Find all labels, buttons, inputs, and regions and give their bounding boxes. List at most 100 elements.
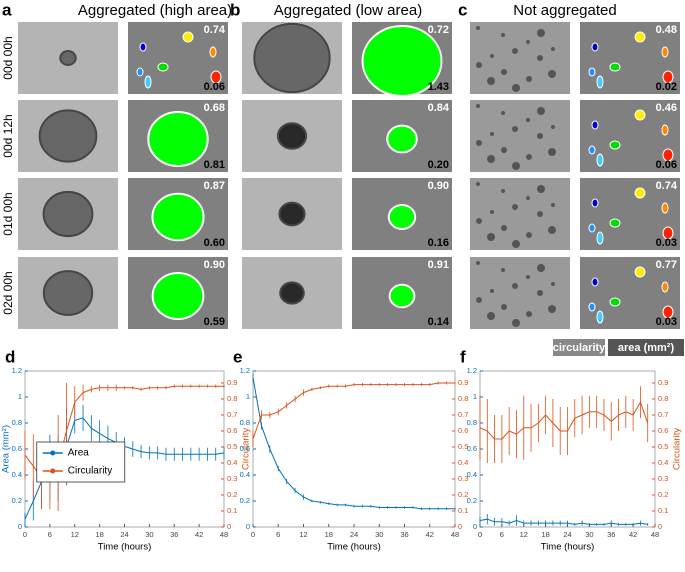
panel-title: Aggregated (low area) [274, 2, 422, 19]
mask-blob [182, 31, 194, 43]
y-tick-label: 0.2 [467, 496, 477, 505]
debris [537, 264, 545, 272]
y-tick-label: 0 [473, 522, 477, 531]
y-tick-label: 0 [246, 522, 250, 531]
legend-label: Circularity [68, 466, 112, 477]
micrograph [470, 257, 570, 329]
debris [537, 211, 543, 217]
mask-blob [210, 70, 222, 84]
mask-blob [662, 70, 674, 84]
panel-letter: f [460, 347, 466, 366]
mask-blob [596, 75, 604, 89]
debris [551, 125, 555, 129]
aggregate [253, 22, 331, 94]
y2-tick-label: 0.8 [658, 394, 668, 403]
circularity-value: 0.48 [656, 24, 677, 36]
mask-blob [634, 187, 646, 199]
x-axis-label: Time (hours) [541, 542, 595, 553]
debris [512, 319, 520, 327]
debris [526, 275, 530, 279]
debris [501, 189, 505, 193]
mask-blob [591, 120, 599, 130]
circularity-value: 0.91 [428, 259, 449, 271]
debris [512, 126, 518, 132]
y-tick-label: 0.2 [240, 496, 250, 505]
debris [512, 283, 518, 289]
debris [512, 162, 520, 170]
micrograph [470, 22, 570, 94]
debris [526, 154, 532, 160]
circularity-value: 0.90 [428, 180, 449, 192]
mask-blob [634, 31, 646, 43]
y-tick-label: 0.4 [467, 470, 477, 479]
mask-blob [151, 192, 205, 242]
mask-blob [386, 124, 418, 154]
y-tick-label: 0.4 [12, 470, 22, 479]
debris [476, 26, 480, 30]
y2-tick-label: 0.1 [227, 506, 237, 515]
panel-letter: a [2, 0, 12, 19]
row-label: 00d 12h [1, 114, 15, 157]
y-tick-label: 0.2 [12, 496, 22, 505]
debris [490, 210, 494, 214]
panel-letter: b [230, 0, 240, 19]
mask-blob [662, 226, 674, 240]
micrograph [470, 100, 570, 172]
mask-blob [591, 198, 599, 208]
y2-tick-label: 0.2 [227, 490, 237, 499]
x-tick-label: 6 [500, 530, 504, 539]
debris [501, 304, 507, 310]
legend-box [36, 441, 126, 483]
debris [512, 240, 520, 248]
y-tick-label: 0.8 [240, 418, 250, 427]
mask-blob [661, 46, 669, 58]
x-tick-label: 36 [400, 530, 408, 539]
panel-letter: d [5, 347, 15, 366]
aggregate [279, 281, 305, 305]
debris [551, 47, 555, 51]
x-tick-label: 6 [276, 530, 280, 539]
y2-tick-label: 0.4 [227, 458, 237, 467]
area-value: 1.43 [428, 81, 449, 93]
y-tick-label: 1 [246, 392, 250, 401]
mask-blob [588, 145, 596, 155]
area-value: 0.03 [656, 237, 677, 249]
mask-blob [591, 277, 599, 287]
aggregate [42, 190, 94, 238]
debris [476, 261, 480, 265]
debris [526, 196, 530, 200]
row-label: 00d 00h [1, 36, 15, 79]
row-label: 02d 00h [1, 271, 15, 314]
mask-blob [136, 67, 144, 77]
debris [512, 204, 518, 210]
debris [537, 55, 543, 61]
key-box [608, 339, 684, 356]
mask-blob [609, 297, 621, 307]
x-tick-label: 18 [325, 530, 333, 539]
panel-title: Not aggregated [513, 2, 616, 19]
key-box [553, 339, 605, 356]
debris [526, 118, 530, 122]
y2-tick-label: 0.6 [227, 426, 237, 435]
plot-area [252, 370, 456, 528]
debris [476, 218, 482, 224]
y-tick-label: 0.6 [467, 444, 477, 453]
x-tick-label: 12 [71, 530, 79, 539]
y2-tick-label: 0.2 [458, 490, 468, 499]
y2-tick-label: 0.4 [658, 458, 668, 467]
debris [526, 76, 532, 82]
y2-tick-label: 0.6 [658, 426, 668, 435]
mask-blob [596, 310, 604, 324]
debris [476, 297, 482, 303]
y-tick-label: 0 [18, 522, 22, 531]
aggregate [38, 109, 98, 163]
legend-marker [50, 450, 56, 456]
circularity-value: 0.72 [428, 24, 449, 36]
mask-blob [609, 140, 621, 150]
y2-tick-label: 0.5 [658, 442, 668, 451]
x-tick-label: 42 [426, 530, 434, 539]
mask-blob [157, 62, 169, 72]
mask-blob [609, 62, 621, 72]
area-value: 0.20 [428, 159, 449, 171]
y-tick-label: 1 [473, 392, 477, 401]
